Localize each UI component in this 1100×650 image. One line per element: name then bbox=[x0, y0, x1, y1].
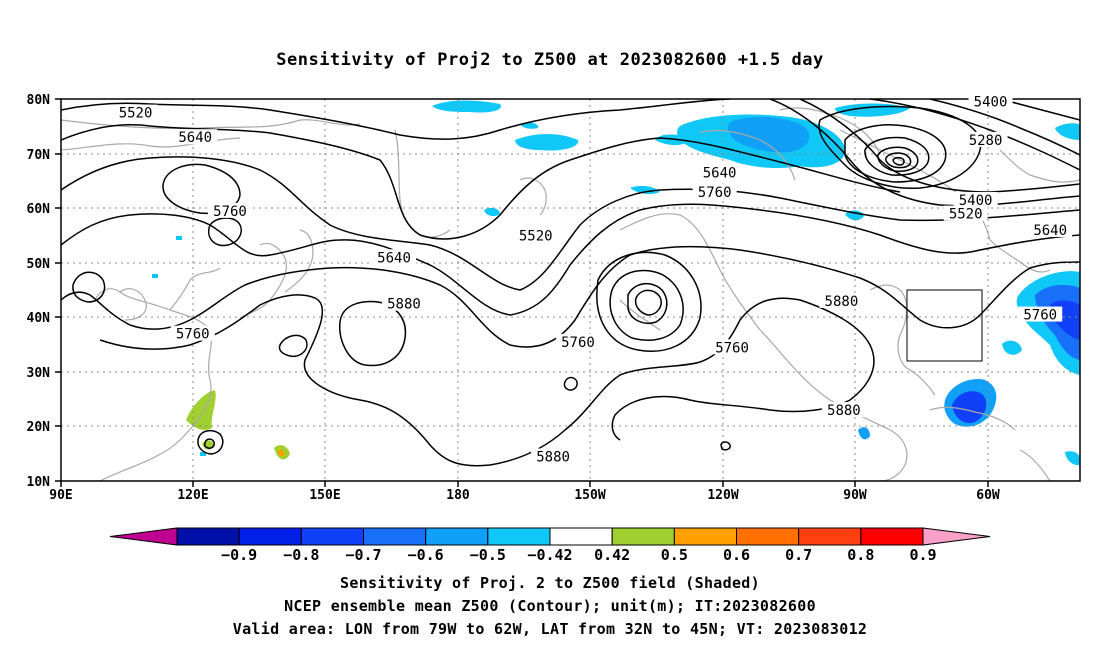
contour-label: 5400 bbox=[974, 95, 1008, 111]
colorbar-min-triangle bbox=[109, 527, 178, 546]
lat-label: 10N bbox=[27, 475, 51, 490]
colorbar-swatch bbox=[549, 527, 613, 546]
colorbar-label: 0.7 bbox=[785, 546, 812, 564]
lon-label: 90W bbox=[843, 488, 867, 503]
lon-label: 150E bbox=[309, 488, 340, 503]
lat-label: 70N bbox=[27, 148, 51, 163]
colorbar-swatch bbox=[798, 527, 862, 546]
lon-label: 180 bbox=[446, 488, 470, 503]
lat-label: 40N bbox=[27, 311, 51, 326]
contour-label-bg bbox=[555, 333, 600, 349]
contour-label-bg bbox=[697, 164, 742, 180]
chart-title: Sensitivity of Proj2 to Z500 at 20230826… bbox=[276, 50, 824, 70]
contour-label-bg bbox=[173, 129, 218, 145]
lon-label: 120W bbox=[707, 488, 738, 503]
colorbar-label: 0.6 bbox=[723, 546, 750, 564]
contour-label: 5520 bbox=[949, 207, 983, 223]
contour-label-bg bbox=[968, 93, 1013, 109]
contour-label-bg bbox=[208, 202, 253, 218]
colorbar-swatch bbox=[673, 527, 737, 546]
footer-contour-desc: NCEP ensemble mean Z500 (Contour); unit(… bbox=[284, 597, 816, 615]
contour-label: 5760 bbox=[715, 340, 749, 356]
contour-label-bg bbox=[819, 292, 864, 308]
valid-area-box bbox=[906, 289, 983, 362]
colorbar-label: 0.8 bbox=[847, 546, 874, 564]
lat-label: 50N bbox=[27, 257, 51, 272]
contour-label-bg bbox=[1028, 221, 1073, 237]
lon-label: 60W bbox=[976, 488, 1000, 503]
contour-label-bg bbox=[943, 205, 988, 221]
contour-label-bg bbox=[953, 191, 998, 207]
contour-label: 5880 bbox=[387, 297, 421, 313]
contour-label: 5520 bbox=[119, 106, 153, 122]
contour-label-bg bbox=[372, 249, 417, 265]
lon-label: 90E bbox=[49, 488, 72, 503]
contour-label: 5520 bbox=[519, 228, 553, 244]
contour-label: 5280 bbox=[969, 133, 1003, 149]
contour-labels: 5520 5640 5760 5640 5760 5880 5520 5760 5640 5760… bbox=[113, 93, 1073, 465]
colorbar-label: 0.42 bbox=[594, 546, 630, 564]
contour-label: 5640 bbox=[377, 250, 411, 266]
colorbar-label: −0.42 bbox=[527, 546, 572, 564]
contour-label: 5640 bbox=[178, 130, 212, 146]
contour-label-bg bbox=[513, 227, 558, 243]
contour-label: 5760 bbox=[698, 185, 732, 201]
contour-label: 5880 bbox=[536, 449, 570, 465]
contour-label-bg bbox=[113, 104, 158, 120]
lat-labels: 80N 70N 60N 50N 40N 30N 20N 10N bbox=[27, 93, 51, 490]
colorbar-swatch bbox=[300, 527, 365, 546]
contour-label-bg bbox=[821, 402, 866, 418]
contour-label: 5760 bbox=[176, 327, 210, 343]
axis-ticks bbox=[55, 98, 989, 487]
contour-label-bg bbox=[710, 339, 755, 355]
colorbar-label: −0.7 bbox=[345, 546, 381, 564]
footer-shading-desc: Sensitivity of Proj. 2 to Z500 field (Sh… bbox=[340, 574, 760, 592]
contour-label: 5640 bbox=[1033, 223, 1067, 239]
colorbar-label: 0.5 bbox=[661, 546, 688, 564]
colorbar-label: −0.5 bbox=[470, 546, 506, 564]
colorbar-label: −0.9 bbox=[221, 546, 257, 564]
contour-label-bg bbox=[963, 131, 1008, 147]
colorbar-label: −0.6 bbox=[408, 546, 444, 564]
footer-valid-area: Valid area: LON from 79W to 62W, LAT fro… bbox=[232, 620, 868, 638]
contour-label-bg bbox=[381, 295, 426, 311]
colorbar-swatch bbox=[363, 527, 427, 546]
contour-label: 5640 bbox=[703, 166, 737, 182]
colorbar-label: 0.9 bbox=[909, 546, 936, 564]
contour-label: 5880 bbox=[827, 403, 861, 419]
lat-label: 30N bbox=[27, 366, 51, 381]
contour-label: 5760 bbox=[1023, 308, 1057, 324]
contour-label: 5880 bbox=[825, 294, 859, 310]
contour-label-bg bbox=[692, 183, 737, 199]
contour-label-bg bbox=[1018, 306, 1063, 322]
plot-frame bbox=[60, 98, 1081, 482]
lat-label: 20N bbox=[27, 420, 51, 435]
lon-labels: 90E 120E 150E 180 150W 120W 90W 60W bbox=[49, 488, 1000, 503]
lat-label: 80N bbox=[27, 93, 51, 108]
colorbar-swatch bbox=[860, 527, 924, 546]
lon-label: 150W bbox=[574, 488, 605, 503]
colorbar-swatch bbox=[176, 527, 240, 546]
colorbar-swatch bbox=[611, 527, 675, 546]
lon-label: 120E bbox=[177, 488, 208, 503]
colorbar-swatch bbox=[487, 527, 551, 546]
colorbar-max-triangle bbox=[922, 527, 991, 546]
contour-label-bg bbox=[531, 448, 576, 464]
colorbar bbox=[109, 527, 991, 546]
colorbar-swatch bbox=[425, 527, 489, 546]
contour-label: 5760 bbox=[213, 204, 247, 220]
contour-label-bg bbox=[170, 325, 215, 341]
colorbar-swatch bbox=[238, 527, 302, 546]
colorbar-label: −0.8 bbox=[283, 546, 319, 564]
z500-contours bbox=[61, 99, 1080, 467]
lat-label: 60N bbox=[27, 202, 51, 217]
colorbar-labels: −0.9 −0.8 −0.7 −0.6 −0.5 −0.42 0.42 0.5 0.6 0.7 0.… bbox=[221, 546, 936, 564]
contour-label: 5400 bbox=[959, 193, 993, 209]
colorbar-swatch bbox=[736, 527, 800, 546]
contour-label: 5760 bbox=[561, 335, 595, 351]
